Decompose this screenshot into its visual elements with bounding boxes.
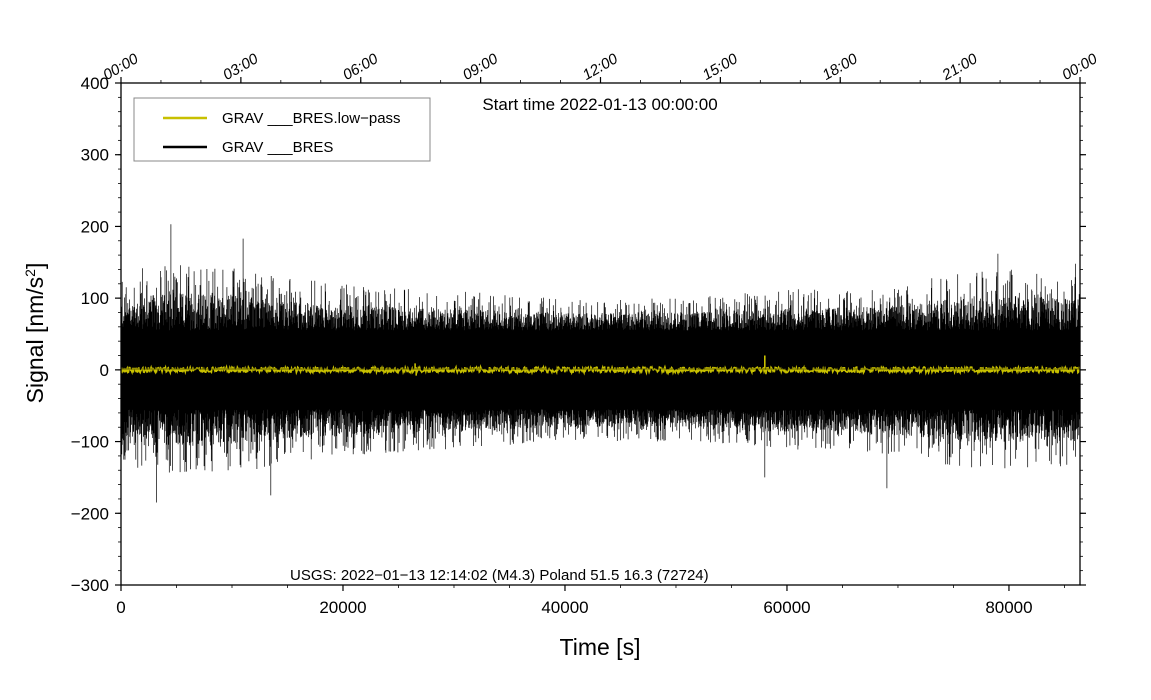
event-annotation: USGS: 2022−01−13 12:14:02 (M4.3) Poland … — [290, 567, 709, 584]
y-tick-label: 0 — [100, 361, 109, 380]
start-time-annotation: Start time 2022-01-13 00:00:00 — [482, 95, 717, 114]
series-lowpass-line — [120, 355, 1081, 376]
y-tick-label: 200 — [81, 217, 109, 236]
y-tick-label: 300 — [81, 146, 109, 165]
x-tick-label: 40000 — [541, 598, 588, 617]
x-tick-label: 0 — [116, 598, 125, 617]
x-tick-label: 80000 — [985, 598, 1032, 617]
x-tick-label: 20000 — [319, 598, 366, 617]
legend-label-lowpass: GRAV ___BRES.low−pass — [222, 110, 401, 127]
x-tick-label: 60000 — [763, 598, 810, 617]
y-axis-title-main: Signal [nm/s — [22, 277, 48, 404]
x-axis-title: Time [s] — [560, 634, 641, 660]
y-axis-title-sup: 2 — [22, 269, 38, 277]
y-tick-label: −300 — [71, 576, 109, 595]
legend-box — [133, 97, 431, 162]
y-tick-label: 400 — [81, 74, 109, 93]
y-axis-title-close: ] — [22, 263, 48, 269]
y-tick-label: −200 — [71, 504, 109, 523]
y-tick-label: 100 — [81, 289, 109, 308]
y-axis-title: Signal [nm/s2] — [22, 263, 48, 404]
legend-label-raw: GRAV ___BRES — [222, 139, 333, 156]
legend: GRAV ___BRES.low−pass GRAV ___BRES — [133, 97, 431, 162]
y-tick-label: −100 — [71, 433, 109, 452]
